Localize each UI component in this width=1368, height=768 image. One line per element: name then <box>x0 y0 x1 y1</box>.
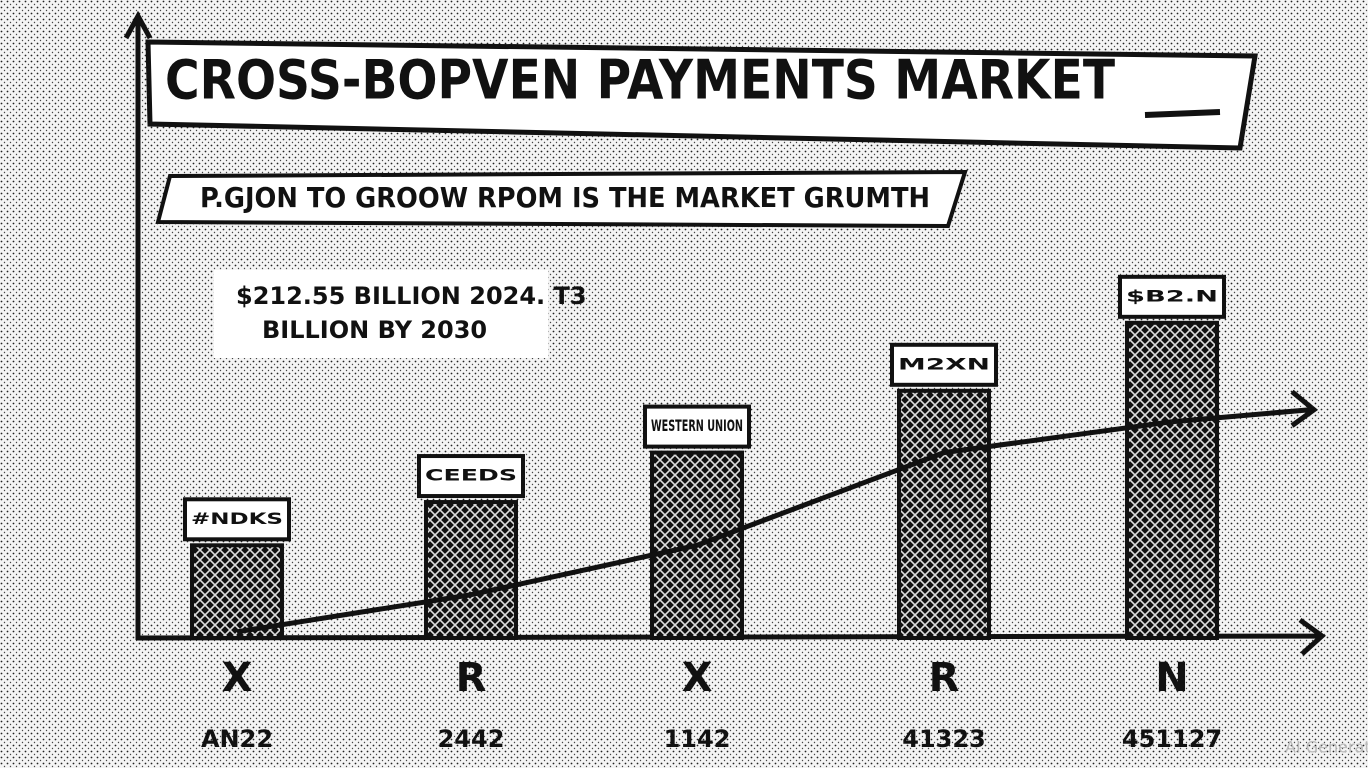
annotation-box <box>214 270 548 358</box>
x-sublabel: 41323 <box>902 725 986 753</box>
bar-label: CEEDS <box>425 466 517 485</box>
title-dash <box>1144 109 1221 118</box>
bar-label-box <box>890 342 998 387</box>
x-tick-label: X <box>222 655 253 701</box>
chart-title: CROSS-BOPVEN PAYMENTS MARKET <box>165 49 1115 112</box>
bar <box>190 543 284 640</box>
bar-label: #NDKS <box>191 509 283 528</box>
bar-label: $B2.N <box>1126 286 1218 305</box>
bar-label: M2XN <box>898 354 990 373</box>
x-tick-label: R <box>456 655 487 701</box>
bar-label-box <box>417 454 525 499</box>
x-sublabel: 2442 <box>438 725 505 753</box>
y-axis <box>123 10 153 640</box>
title-banner <box>145 39 1258 151</box>
x-tick-label: N <box>1155 655 1188 701</box>
bar-label-box <box>183 497 291 542</box>
trend-line <box>236 419 1173 635</box>
subtitle-banner <box>155 169 968 229</box>
bar <box>897 388 991 640</box>
annotation: BILLION BY 2030 <box>262 316 487 344</box>
x-sublabel: 451127 <box>1122 725 1222 753</box>
annotation: $212.55 BILLION 2024. T3 <box>236 282 587 310</box>
x-sublabel: 1142 <box>664 725 731 753</box>
watermark: AI Generated <box>1285 738 1368 757</box>
x-tick-label: R <box>929 655 960 701</box>
chart-subtitle: P.GJON TO GROOW RPOM IS THE MARKET GRUMT… <box>200 181 930 214</box>
bar-label: WESTERN UNION <box>651 416 743 435</box>
bar <box>1125 320 1219 640</box>
bar-label-box <box>643 404 751 449</box>
bar <box>424 500 518 641</box>
trend-arrow <box>1171 389 1319 428</box>
x-tick-label: X <box>682 655 713 701</box>
bar-label-box <box>1118 274 1226 319</box>
x-sublabel: AN22 <box>201 725 273 753</box>
